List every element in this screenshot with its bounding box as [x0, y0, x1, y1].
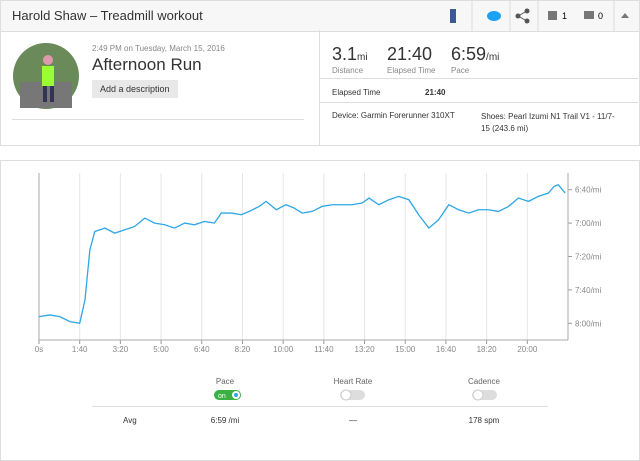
stat-label: Elapsed Time	[387, 66, 436, 75]
stat-value: 6:59	[451, 44, 487, 64]
shoes: Shoes: Pearl Izumi N1 Trail V1 - 11/7-15…	[481, 112, 615, 133]
toggle-label: Heart Rate	[333, 377, 373, 386]
pace-line	[38, 183, 566, 325]
y-tick-label: 6:40/mi	[575, 186, 601, 195]
activity-date: 2:49 PM on Tuesday, March 15, 2016	[92, 44, 225, 53]
x-tick-label: 10:00	[273, 345, 294, 354]
avatar	[13, 43, 79, 109]
x-tick-label: 15:00	[395, 345, 416, 354]
cadence-toggle[interactable]	[472, 389, 502, 401]
stat: 6:59/mi	[451, 44, 499, 65]
header	[0, 0, 640, 32]
rule	[92, 406, 548, 407]
rule	[320, 78, 638, 79]
activity-name: Afternoon Run	[92, 55, 202, 74]
avg-cadence: 178 spm	[468, 416, 500, 425]
rule	[320, 102, 638, 103]
x-tick-label: 16:40	[436, 345, 457, 354]
y-tick-label: 7:00/mi	[575, 219, 601, 228]
elapsed-label: Elapsed Time	[332, 88, 381, 97]
x-tick-label: 11:40	[314, 345, 334, 354]
x-tick-label: 20:00	[517, 345, 538, 354]
pace-toggle[interactable]: on	[214, 389, 244, 401]
comment-count: 0	[598, 11, 603, 21]
x-tick-label: 8:20	[235, 345, 251, 354]
kudos-count: 1	[562, 11, 567, 21]
twitter-button[interactable]	[487, 11, 501, 21]
toggle-label: Pace	[215, 377, 235, 386]
stat-unit: mi	[357, 52, 368, 63]
kudos-button[interactable]: 1	[548, 11, 567, 21]
stat-unit: /mi	[486, 52, 500, 63]
stat: 21:40	[387, 44, 432, 65]
x-tick-label: 6:40	[194, 345, 210, 354]
y-tick-label: 7:40/mi	[575, 286, 601, 295]
stat: 3.1mi	[332, 44, 368, 65]
toggle-label: Cadence	[467, 377, 501, 386]
stat-label: Pace	[451, 66, 470, 75]
title: Harold Shaw – Treadmill workout	[12, 8, 203, 23]
stat-value: 3.1	[332, 44, 358, 64]
device: Device: Garmin Forerunner 310XT	[332, 111, 455, 120]
divider	[319, 30, 320, 145]
x-tick-label: 1:40	[72, 345, 88, 354]
rule	[12, 119, 304, 120]
x-tick-label: 3:20	[113, 345, 129, 354]
collapse[interactable]	[621, 13, 629, 18]
y-tick-label: 8:00/mi	[575, 319, 601, 328]
elapsed-value: 21:40	[425, 88, 446, 97]
x-tick-label: 5:00	[153, 345, 169, 354]
share-button[interactable]	[515, 8, 530, 24]
y-tick-label: 7:20/mi	[575, 253, 601, 262]
x-tick-label: 0s	[35, 345, 43, 354]
header-actions: 1 0	[450, 1, 629, 31]
x-tick-label: 13:20	[355, 345, 376, 354]
stat-value: 21:40	[387, 44, 433, 64]
facebook-button[interactable]	[450, 9, 460, 23]
add-description[interactable]: Add a description	[92, 80, 178, 98]
avg-heart-rate: —	[349, 416, 357, 425]
avg-pace: 6:59 /mi	[210, 416, 240, 425]
heart-rate-toggle[interactable]	[340, 389, 370, 401]
x-tick-label: 18:20	[477, 345, 498, 354]
avg-label: Avg	[123, 416, 137, 425]
toggle-state: on	[218, 393, 226, 400]
stat-label: Distance	[332, 66, 364, 75]
comment-button[interactable]: 0	[584, 11, 603, 21]
